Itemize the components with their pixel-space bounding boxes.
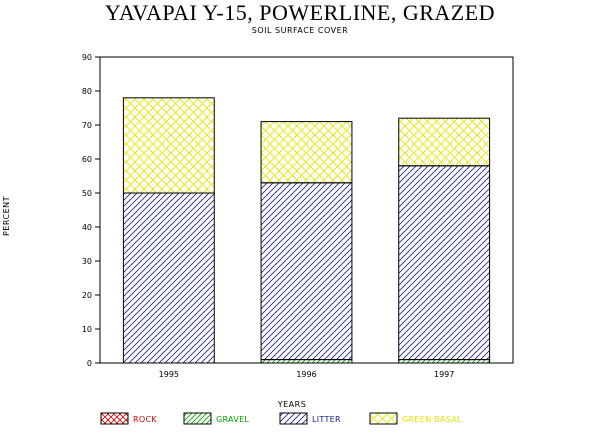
legend: ROCK GRAVEL LITTER GREEN BASAL [100, 412, 462, 425]
bar-segment-green-basal-1995 [122, 97, 215, 194]
bars [122, 97, 491, 364]
y-tick-label: 10 [82, 325, 92, 334]
legend-label-rock: ROCK [133, 415, 157, 424]
legend-swatch-green-basal [369, 412, 398, 425]
bar-segment-litter-1997 [398, 165, 491, 361]
y-axis-label: PERCENT [2, 196, 11, 236]
bar-segment-green-basal-1997 [398, 117, 491, 167]
x-axis-label: YEARS [277, 400, 307, 409]
legend-swatch-rock [100, 412, 129, 425]
bar-segment-litter-1996 [260, 182, 353, 361]
bar-segment-green-basal-1996 [260, 121, 353, 184]
legend-item-gravel: GRAVEL [183, 412, 249, 425]
chart-subtitle: SOIL SURFACE COVER [252, 26, 348, 35]
legend-item-green-basal: GREEN BASAL [369, 412, 462, 425]
legend-swatch-gravel [183, 412, 212, 425]
y-tick-label: 0 [87, 359, 92, 368]
bar-segment-gravel-1996 [260, 359, 353, 364]
y-tick-label: 40 [82, 223, 92, 232]
y-tick-label: 60 [82, 155, 92, 164]
y-axis: 0 10 20 30 40 50 60 70 80 90 [82, 53, 100, 368]
legend-item-rock: ROCK [100, 412, 157, 425]
x-axis: 1995 1996 1997 [159, 370, 455, 379]
x-tick-label: 1997 [434, 370, 454, 379]
legend-item-litter: LITTER [279, 412, 341, 425]
x-tick-label: 1995 [159, 370, 179, 379]
chart-title: YAVAPAI Y-15, POWERLINE, GRAZED [105, 0, 495, 25]
x-tick-label: 1996 [296, 370, 316, 379]
y-tick-label: 20 [82, 291, 92, 300]
y-tick-label: 30 [82, 257, 92, 266]
legend-swatch-litter [279, 412, 308, 425]
y-tick-label: 80 [82, 87, 92, 96]
y-tick-label: 90 [82, 53, 92, 62]
y-tick-label: 70 [82, 121, 92, 130]
legend-label-green-basal: GREEN BASAL [402, 415, 462, 424]
legend-label-litter: LITTER [312, 415, 341, 424]
bar-segment-litter-1995 [122, 192, 215, 364]
legend-label-gravel: GRAVEL [216, 415, 249, 424]
bar-segment-gravel-1997 [398, 359, 491, 364]
y-tick-label: 50 [82, 189, 92, 198]
